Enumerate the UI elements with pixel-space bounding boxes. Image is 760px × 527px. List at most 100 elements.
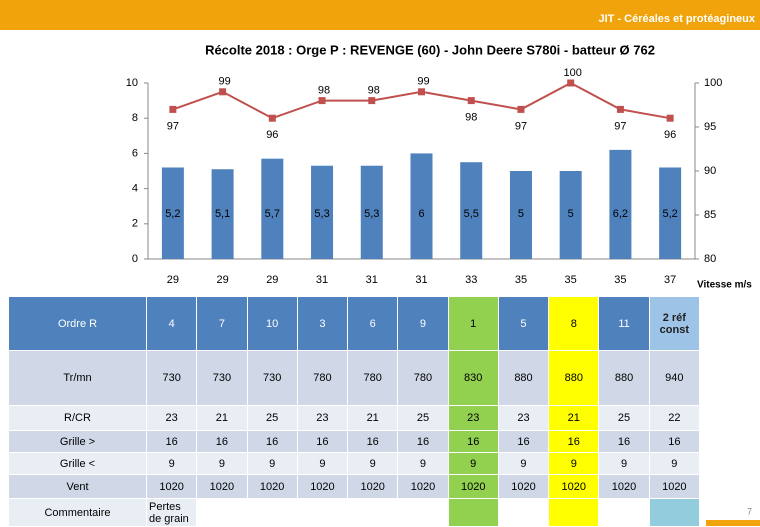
table-cell: 9 xyxy=(196,452,248,475)
table-cell: 9 xyxy=(145,452,198,475)
table-cell: 9 xyxy=(397,296,449,351)
table-cell: 8 xyxy=(548,296,600,351)
line-value-label: 99 xyxy=(218,76,230,88)
line-marker xyxy=(517,105,525,113)
bar xyxy=(261,158,284,259)
table-cell xyxy=(397,498,449,527)
table-cell: 4 xyxy=(145,296,198,351)
x-tick-label: 31 xyxy=(316,274,328,286)
table-row: R/CR 23 21 25 23 21 25 23 23 21 25 22 xyxy=(8,405,701,431)
x-tick-label: 37 xyxy=(664,274,676,286)
table-cell xyxy=(548,498,600,527)
table-cell: 23 xyxy=(497,405,550,431)
table-cell: 9 xyxy=(598,452,650,475)
bar xyxy=(659,167,682,259)
table-row: Vent 1020 1020 1020 1020 1020 1020 1020 1020 1020… xyxy=(8,474,701,499)
table-cell: 1020 xyxy=(548,474,600,499)
bar-value-label: 5,5 xyxy=(464,208,479,220)
table-cell: Vent xyxy=(8,474,147,499)
y2-tick-label: 95 xyxy=(704,121,716,133)
table-row: Commentaire Pertes de grain xyxy=(8,498,701,527)
bar-value-label: 5 xyxy=(568,208,574,220)
y-tick-label: 6 xyxy=(132,147,138,159)
table-cell xyxy=(246,498,298,527)
brand: JIT - Céréales et protéagineux xyxy=(599,13,756,25)
line-value-label: 97 xyxy=(614,120,626,132)
bar-value-label: 5,1 xyxy=(215,208,230,220)
table-cell: 1020 xyxy=(447,474,499,499)
table-cell: 830 xyxy=(447,350,499,406)
line-marker xyxy=(318,97,326,105)
table-cell: 22 xyxy=(648,405,701,431)
chart: JIT - Céréales et protéagineux Récolte 2… xyxy=(0,0,760,291)
table-cell: 730 xyxy=(246,350,298,406)
table-cell: 21 xyxy=(196,405,248,431)
table-row: Grille <9 9 9 9 9 9 9 9 9 9 9 xyxy=(8,452,701,475)
settings-table: Ordre R 4 7 10 3 6 9 1 5 8 11 2 réf const Tr/mn 730 73… xyxy=(8,296,701,527)
table-cell: 9 xyxy=(447,452,499,475)
bar xyxy=(311,165,334,259)
table-cell: 16 xyxy=(447,430,499,453)
table-cell xyxy=(598,498,650,527)
table-cell: 1020 xyxy=(598,474,650,499)
line-value-label: 98 xyxy=(465,112,477,124)
line-value-label: 96 xyxy=(664,129,676,141)
table-cell xyxy=(497,498,550,527)
x-tick-label: 29 xyxy=(266,274,278,286)
x-axis-label: Vitesse m/s xyxy=(697,280,752,291)
table-cell: 3 xyxy=(296,296,349,351)
line-marker xyxy=(368,97,376,105)
table-cell: 880 xyxy=(598,350,650,406)
table-cell: 880 xyxy=(548,350,600,406)
table-cell xyxy=(196,498,248,527)
y-tick-label: 2 xyxy=(132,218,138,230)
x-tick-label: 31 xyxy=(366,274,378,286)
page-number: 7 xyxy=(747,506,752,516)
line xyxy=(172,81,671,120)
bar xyxy=(360,165,383,259)
table-row: Tr/mn 730 730 730 780 780 780 830 880 880 880 940 xyxy=(8,350,701,406)
table-cell: 16 xyxy=(548,430,600,453)
chart-title: Récolte 2018 : Orge P : REVENGE (60) - J… xyxy=(205,42,655,57)
table-cell: 1 xyxy=(447,296,499,351)
table-cell xyxy=(447,498,499,527)
table-cell: Commentaire xyxy=(8,498,147,527)
line-value-label: 99 xyxy=(417,76,429,88)
table-cell: 16 xyxy=(145,430,198,453)
line-value-label: 100 xyxy=(564,67,582,79)
table-cell: 730 xyxy=(145,350,198,406)
table-cell: 9 xyxy=(497,452,550,475)
table-cell: 25 xyxy=(246,405,298,431)
table-row: Grille >16 16 16 16 16 16 16 16 16 16 16 xyxy=(8,430,701,453)
bar xyxy=(559,171,582,259)
table-cell: 780 xyxy=(296,350,349,406)
x-tick-label: 29 xyxy=(167,274,179,286)
table-cell: 1020 xyxy=(347,474,399,499)
line-value-label: 97 xyxy=(167,120,179,132)
bar xyxy=(460,162,483,259)
y-tick-label: 0 xyxy=(132,253,138,265)
table-cell xyxy=(648,498,701,527)
table-cell: 780 xyxy=(397,350,449,406)
table-cell: R/CR xyxy=(8,405,147,431)
table-cell: 23 xyxy=(447,405,499,431)
bar xyxy=(211,169,234,259)
y-tick-label: 8 xyxy=(132,112,138,124)
table-cell: 1020 xyxy=(296,474,349,499)
bar xyxy=(161,167,184,259)
table-cell: 1020 xyxy=(397,474,449,499)
table-cell: 1020 xyxy=(196,474,248,499)
line-value-label: 98 xyxy=(318,85,330,97)
line-value-label: 98 xyxy=(368,85,380,97)
x-tick-label: 29 xyxy=(216,274,228,286)
table-cell: Tr/mn xyxy=(8,350,147,406)
bar-value-label: 6,2 xyxy=(613,208,628,220)
table-cell: 16 xyxy=(246,430,298,453)
table-cell: 16 xyxy=(648,430,701,453)
line-marker xyxy=(169,105,177,113)
table-cell: 9 xyxy=(397,452,449,475)
table-cell: 9 xyxy=(347,452,399,475)
table-cell: 1020 xyxy=(648,474,701,499)
table-cell: Grille > xyxy=(8,430,147,453)
